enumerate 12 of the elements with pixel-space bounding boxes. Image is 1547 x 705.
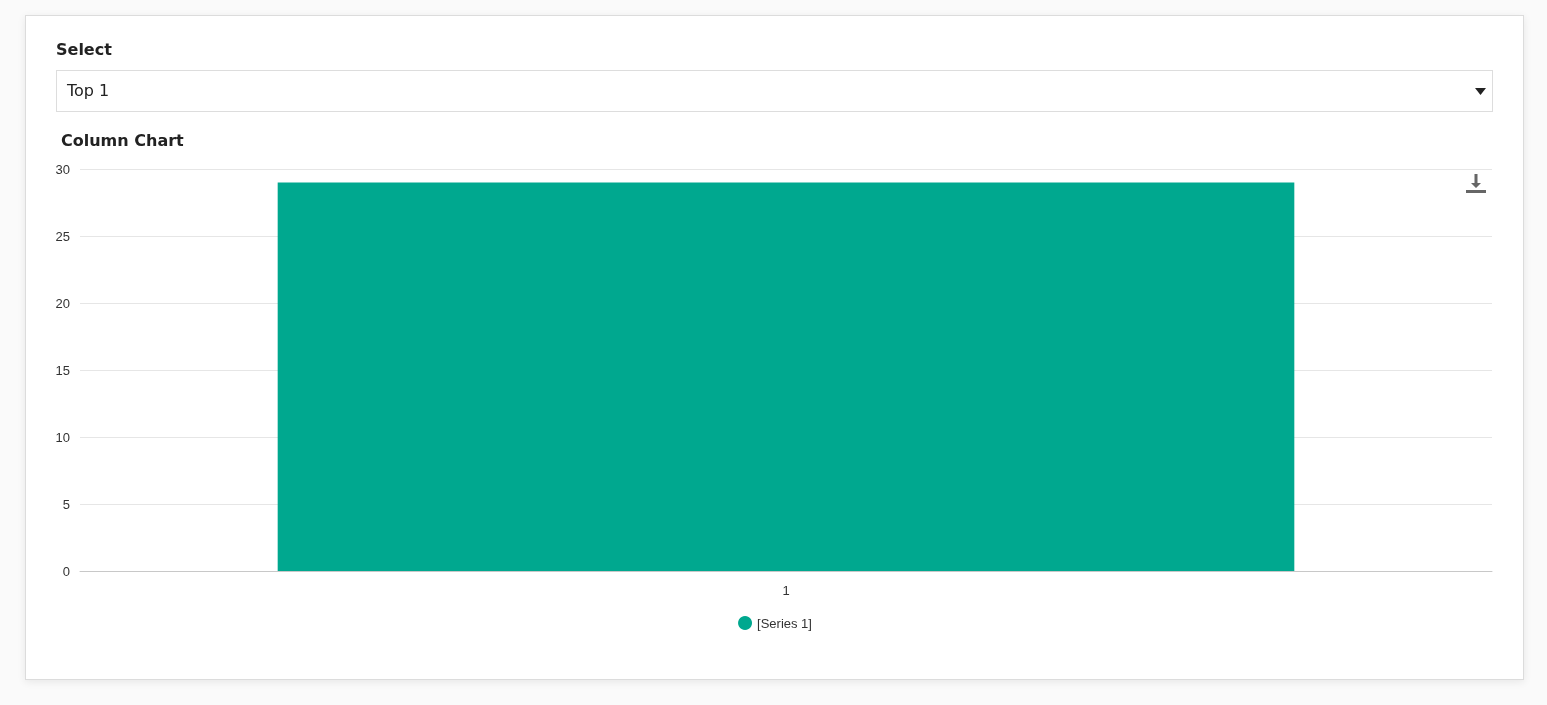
y-tick-label: 20	[55, 295, 70, 311]
y-tick-label: 10	[55, 429, 70, 445]
legend-label: [Series 1]	[757, 615, 812, 631]
text: Select	[56, 40, 112, 60]
chart-title: Column Chart	[61, 130, 185, 150]
x-tick-label: 1	[782, 583, 790, 598]
y-tick-label: 0	[62, 563, 70, 579]
y-tick-label: 30	[55, 161, 70, 177]
y-tick-label: 5	[62, 496, 70, 512]
y-tick-label: 15	[55, 362, 70, 378]
y-tick-label: 25	[55, 228, 70, 244]
select-field: Top 1	[56, 70, 1493, 112]
